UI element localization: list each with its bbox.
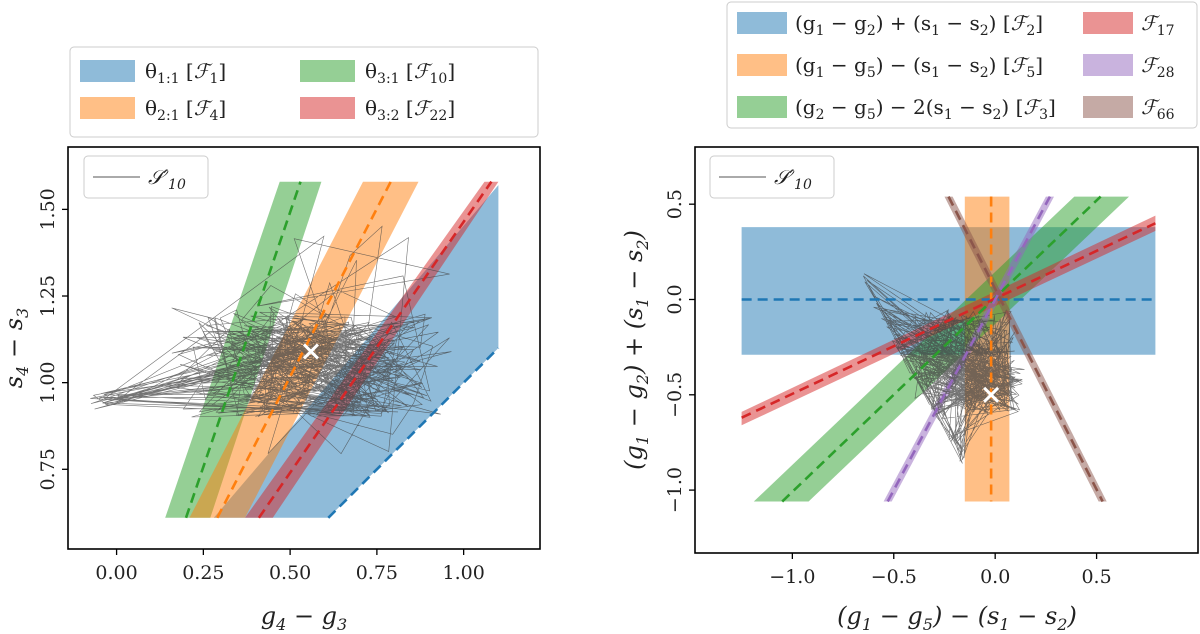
left-marker — [302, 343, 320, 360]
left-ytick-label: 0.75 — [37, 448, 59, 490]
left-center-lines — [184, 180, 500, 519]
left-xtick-label: 0.50 — [269, 562, 311, 584]
left-ylabel: s4 − s3 — [0, 308, 32, 388]
right-marker-cross — [983, 386, 1000, 403]
right-xtick-label: 0.5 — [1081, 566, 1111, 588]
right-xtick-label: 0.0 — [980, 566, 1010, 588]
left-center-line-1 — [184, 181, 302, 519]
right-center-line-5 — [947, 195, 1104, 503]
svg-text:ℱ28: ℱ28 — [1141, 53, 1175, 81]
left-xtick-label: 0.25 — [182, 562, 224, 584]
right-xtick-label: −0.5 — [871, 566, 917, 588]
left-xtick-label: 0.00 — [95, 562, 137, 584]
right-panel: −1.0 −0.5 0.0 0.5 0.5 0.0 −0.5 −1.0 (g1 − g5) −… — [620, 1, 1199, 634]
right-axes-frame — [694, 146, 1199, 554]
svg-text:𝒮′10: 𝒮′10 — [774, 165, 812, 193]
svg-text:(g1 − g5) − (s1 − s2) [ℱ5]: (g1 − g5) − (s1 − s2) [ℱ5] — [795, 53, 1043, 81]
right-center-line-2 — [781, 195, 1102, 503]
left-ytick-label: 1.25 — [37, 275, 59, 317]
left-trajectory-line — [90, 225, 452, 455]
left-center-line-0 — [327, 347, 500, 519]
right-outer-legend: (g1 − g2) + (s1 − s2) [ℱ2] (g1 − g5) − (… — [726, 1, 1198, 129]
right-ylabel: (g1 − g2) + (s1 − s2) — [620, 230, 652, 470]
left-band-0 — [165, 185, 499, 518]
left-outer-legend: θ1:1 [ℱ1] θ2:1 [ℱ4] θ3:1 [ℱ10] θ3:2 [ℱ22… — [69, 46, 539, 138]
left-xtick-label: 1.00 — [442, 562, 484, 584]
left-xtick-label: 0.75 — [356, 562, 398, 584]
svg-text:θ3:2 [ℱ22]: θ3:2 [ℱ22] — [365, 96, 455, 124]
right-band-4 — [883, 196, 1054, 502]
left-ytick-label: 1.50 — [37, 188, 59, 230]
left-marker-cross — [302, 343, 320, 360]
left-ticks: 0.00 0.25 0.50 0.75 1.00 0.75 1.00 1.25 1.50 — [37, 188, 485, 584]
right-xtick-label: −1.0 — [769, 566, 815, 588]
right-inner-legend: 𝒮′10 — [709, 155, 835, 199]
svg-text:𝒮′10: 𝒮′10 — [148, 165, 186, 193]
left-panel: 0.00 0.25 0.50 0.75 1.00 0.75 1.00 1.25 1.50 g4 … — [0, 46, 541, 634]
right-ytick-label: −0.5 — [664, 372, 686, 418]
left-inner-legend: 𝒮′10 — [83, 155, 209, 199]
right-ticks: −1.0 −0.5 0.0 0.5 0.5 0.0 −0.5 −1.0 — [664, 189, 1112, 588]
svg-text:(g2 − g5) − 2(s1 − s2) [ℱ3]: (g2 − g5) − 2(s1 − s2) [ℱ3] — [795, 95, 1056, 123]
left-trajectory — [90, 225, 452, 455]
right-marker — [983, 386, 1000, 403]
left-ytick-label: 1.00 — [37, 361, 59, 403]
left-xlabel: g4 − g3 — [261, 602, 347, 634]
right-center-line-3 — [741, 222, 1156, 419]
right-ytick-label: 0.0 — [664, 284, 686, 314]
right-ytick-label: 0.5 — [664, 189, 686, 219]
right-center-line-4 — [886, 195, 1052, 503]
left-axes-frame — [67, 146, 541, 550]
left-band-3 — [245, 181, 499, 518]
svg-text:(g1 − g2) + (s1 − s2) [ℱ2]: (g1 − g2) + (s1 − s2) [ℱ2] — [795, 11, 1043, 39]
svg-text:ℱ17: ℱ17 — [1141, 11, 1175, 39]
right-xlabel: (g1 − g5) − (s1 − s2) — [837, 602, 1077, 634]
left-center-line-3 — [257, 180, 493, 519]
right-center-lines — [741, 195, 1156, 503]
svg-text:ℱ66: ℱ66 — [1141, 95, 1175, 123]
right-band-5 — [944, 196, 1107, 502]
right-ytick-label: −1.0 — [664, 467, 686, 513]
